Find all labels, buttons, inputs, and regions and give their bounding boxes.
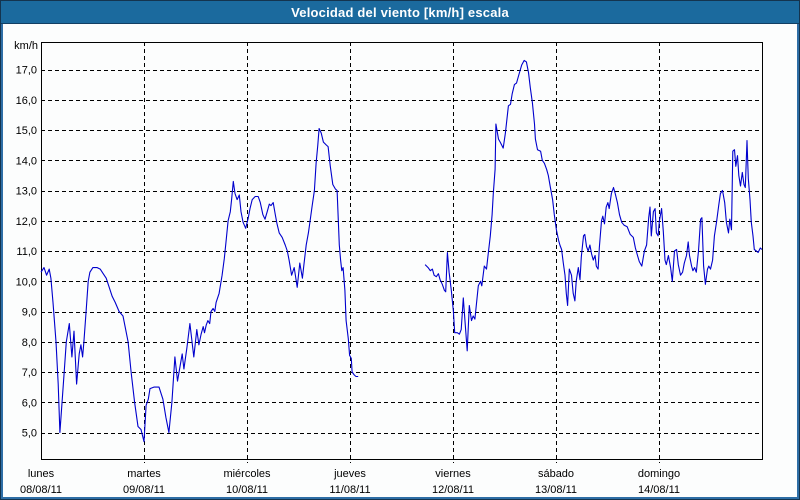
y-tick-label: 16,0 [16, 95, 37, 107]
wind-speed-line [424, 59, 763, 352]
title-bar: Velocidad del viento [km/h] escala [1, 1, 799, 24]
x-date-label: 11/08/11 [329, 484, 370, 496]
y-tick-label: 14,0 [16, 155, 37, 167]
x-day-label: martes [127, 468, 161, 480]
x-date-label: 09/08/11 [123, 484, 165, 496]
x-day-label: viernes [435, 468, 471, 480]
y-tick-label: 7,0 [22, 367, 37, 379]
window-title: Velocidad del viento [km/h] escala [291, 4, 509, 20]
x-date-label: 12/08/11 [432, 484, 474, 496]
x-date-label: 10/08/11 [226, 484, 268, 496]
x-day-label: jueves [333, 468, 366, 480]
x-date-label: 14/08/11 [638, 484, 680, 496]
y-tick-label: 12,0 [16, 216, 37, 228]
x-day-label: domingo [638, 468, 680, 480]
y-tick-label: 8,0 [22, 337, 37, 349]
chart-area [3, 25, 797, 497]
x-day-label: lunes [28, 468, 55, 480]
wind-speed-line [40, 127, 359, 443]
y-tick-label: 5,0 [22, 428, 37, 440]
y-tick-label: 10,0 [16, 276, 37, 288]
y-tick-label: 17,0 [16, 65, 37, 77]
plot-border [41, 42, 763, 460]
x-day-label: sábado [538, 468, 574, 480]
y-tick-label: 6,0 [22, 397, 37, 409]
x-date-label: 08/08/11 [20, 484, 62, 496]
y-tick-label: 13,0 [16, 186, 37, 198]
y-tick-label: 15,0 [16, 125, 37, 137]
y-axis-title: km/h [14, 40, 38, 52]
y-tick-label: 11,0 [16, 246, 37, 258]
y-tick-label: 9,0 [22, 307, 37, 319]
x-day-label: miércoles [223, 468, 271, 480]
x-date-label: 13/08/11 [535, 484, 577, 496]
